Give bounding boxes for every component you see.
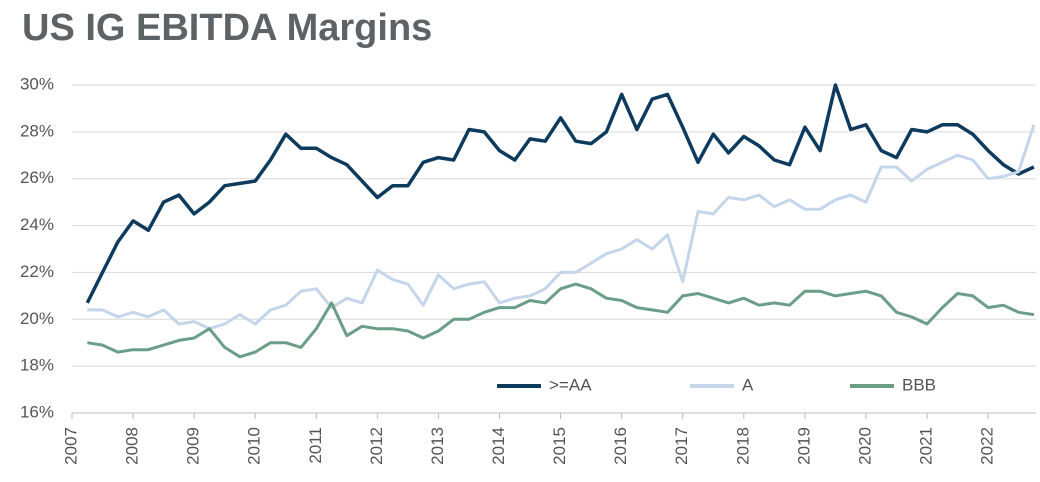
x-tick-label: 2007 <box>61 427 80 465</box>
x-tick-label: 2013 <box>428 427 447 465</box>
y-tick-label: 20% <box>20 309 54 328</box>
line-series <box>87 282 1035 359</box>
x-tick-label: 2021 <box>917 427 936 465</box>
legend-label: BBB <box>902 375 936 394</box>
y-tick-label: 22% <box>20 262 54 281</box>
x-tick-label: 2008 <box>123 427 142 465</box>
y-tick-label: 24% <box>20 215 54 234</box>
x-tick-label: 2011 <box>306 427 325 464</box>
x-tick-label: 2022 <box>978 427 997 465</box>
x-tick-label: 2010 <box>245 427 264 465</box>
chart-title: US IG EBITDA Margins <box>22 7 432 49</box>
x-tick-label: 2014 <box>489 427 508 465</box>
x-tick-label: 2016 <box>611 427 630 465</box>
y-tick-label: 16% <box>20 402 54 421</box>
y-tick-label: 26% <box>20 168 54 187</box>
x-tick-label: 2020 <box>855 427 874 465</box>
legend-label: >=AA <box>549 375 592 394</box>
x-tick-label: 2018 <box>733 427 752 465</box>
x-tick-label: 2017 <box>672 427 691 465</box>
x-tick-label: 2019 <box>794 427 813 465</box>
y-tick-label: 18% <box>20 356 54 375</box>
x-tick-label: 2012 <box>367 427 386 465</box>
x-tick-label: 2009 <box>184 427 203 465</box>
line-series <box>85 83 1035 304</box>
line-series <box>87 124 1036 331</box>
y-tick-label: 30% <box>20 74 54 93</box>
x-tick-label: 2015 <box>550 427 569 465</box>
legend-label: A <box>742 375 754 394</box>
y-tick-label: 28% <box>20 121 54 140</box>
